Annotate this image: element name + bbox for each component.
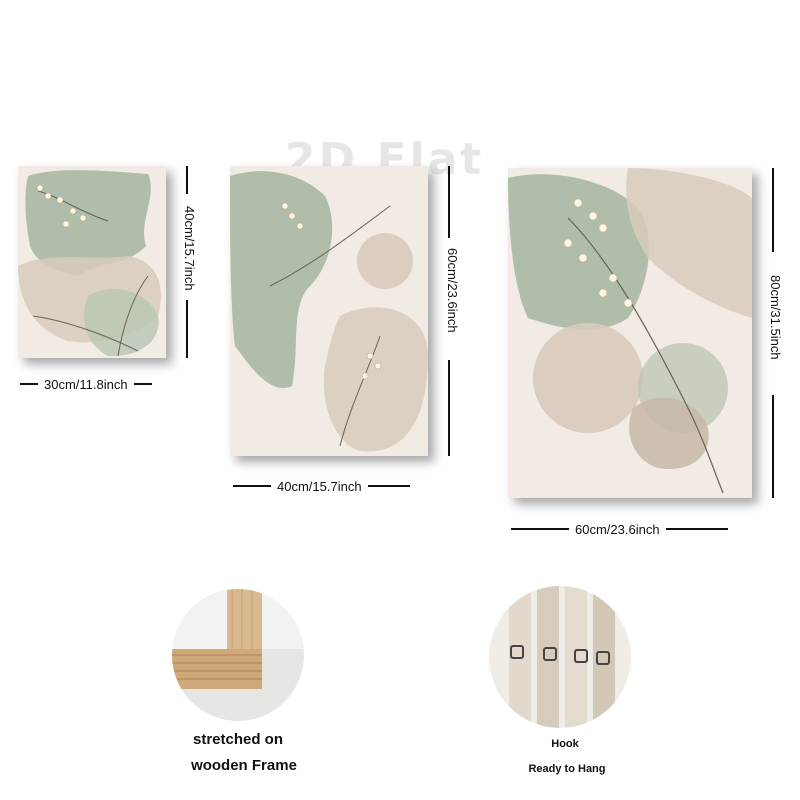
frame-caption-line1: stretched on [192, 731, 283, 748]
canvas-large-height-line-bottom [772, 395, 774, 498]
frame-caption-line2: wooden Frame [191, 757, 297, 774]
hook-caption-line1: Hook [551, 738, 579, 750]
canvas-large-height-label: 80cm/31.5inch [768, 275, 783, 360]
canvas-medium-height-line-bottom [448, 360, 450, 456]
canvas-small-width-dimension: 30cm/11.8inch [20, 376, 152, 392]
canvas-small-width-label: 30cm/11.8inch [44, 376, 128, 392]
canvas-large-width-dimension: 60cm/23.6inch [511, 521, 728, 537]
canvas-small-height-line-bottom [186, 300, 188, 358]
canvas-medium-height-label: 60cm/23.6inch [445, 248, 460, 333]
canvas-medium-width-label: 40cm/15.7inch [277, 478, 362, 494]
canvas-large [508, 168, 752, 498]
canvas-medium-height-line-top [448, 166, 450, 238]
canvas-small-art [18, 166, 166, 358]
wooden-frame-illustration [172, 589, 304, 721]
hook-caption-line2: Ready to Hang [528, 763, 606, 775]
hook-closeup [489, 586, 631, 728]
canvas-medium [230, 166, 428, 456]
canvas-medium-width-dimension: 40cm/15.7inch [233, 478, 410, 494]
canvas-large-height-line-top [772, 168, 774, 252]
hook-illustration [489, 586, 631, 728]
canvas-large-art [508, 168, 752, 498]
wooden-frame-closeup [172, 589, 304, 721]
canvas-medium-art [230, 166, 428, 456]
canvas-large-width-label: 60cm/23.6inch [575, 521, 660, 537]
canvas-small-height-line-top [186, 166, 188, 194]
canvas-small-height-label: 40cm/15.7inch [182, 206, 197, 291]
canvas-small [18, 166, 166, 358]
